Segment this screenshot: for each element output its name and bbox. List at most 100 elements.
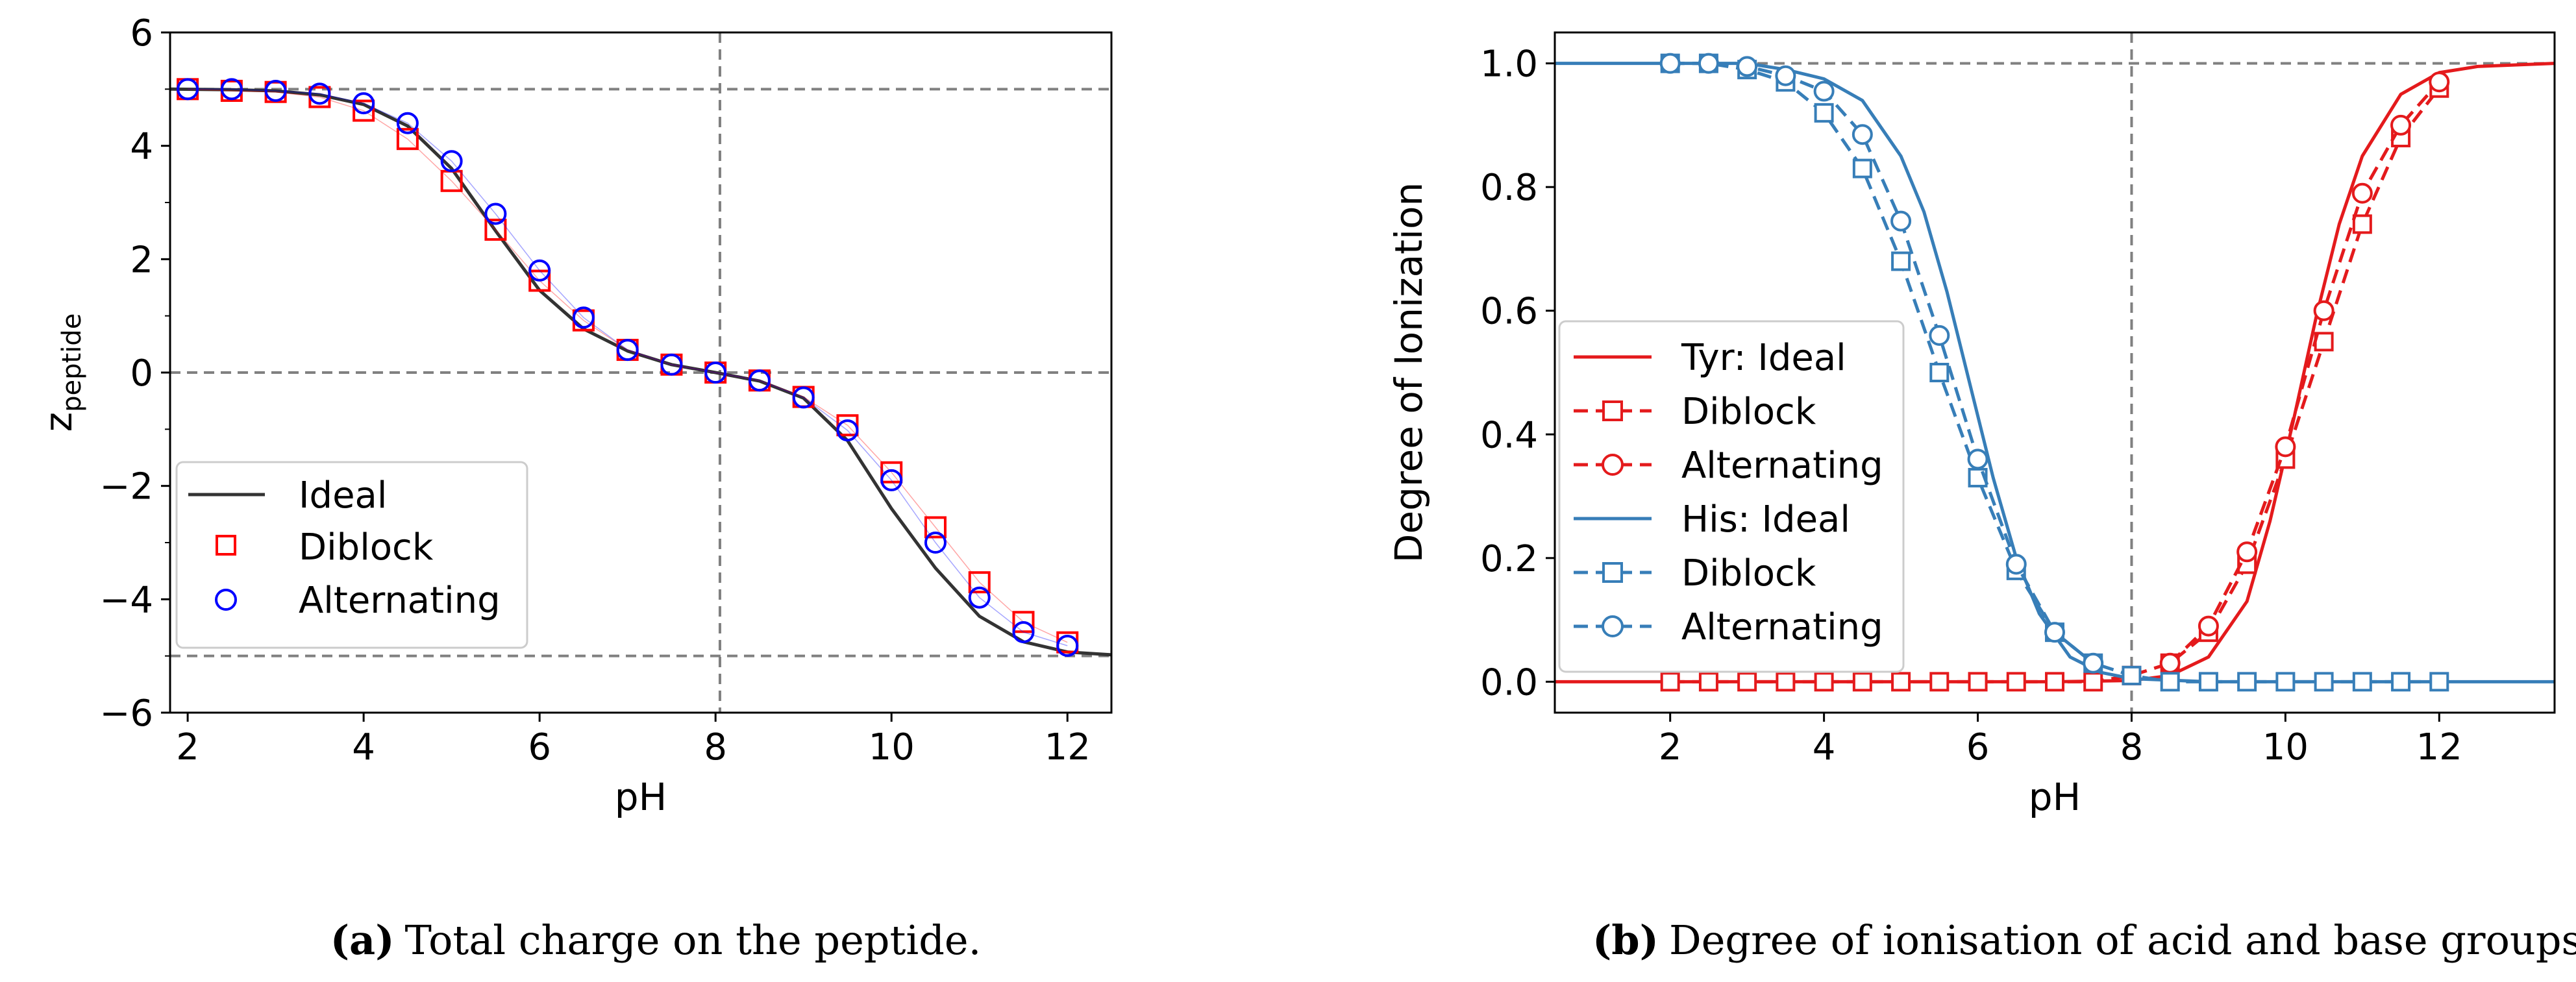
panel-a-series-alternating-2-line — [188, 88, 1068, 646]
panel-b-series-diblock-4-point — [2122, 665, 2142, 685]
panel-b-y-tick-label: 0.6 — [1480, 291, 1538, 333]
panel-a-series-alternating-2-point — [924, 532, 947, 554]
panel-a-series-alternating-2-point — [1056, 634, 1079, 657]
panel-a-y-tick-label: −6 — [99, 693, 153, 735]
legend-tyr-ideal-label: Tyr: Ideal — [1681, 337, 1846, 379]
panel-b-series-diblock-1-point — [1929, 672, 1950, 692]
panel-a-y-tick-label: −2 — [99, 466, 153, 508]
panel-b-y-tick-label: 0.2 — [1480, 538, 1538, 580]
panel-a-series-alternating-2-point — [528, 259, 551, 282]
panel-a-y-tick-label: 4 — [130, 126, 153, 168]
panel-a-series — [169, 78, 1112, 657]
panel-b-series-alternating-2-point — [2159, 652, 2181, 674]
panel-b-series-diblock-4-point — [2275, 672, 2296, 692]
legend-ideal-label: Ideal — [299, 474, 387, 517]
panel-a-legend: Ideal Diblock Alternating — [175, 461, 528, 649]
panel-a-series-diblock-1-point — [528, 269, 551, 292]
panel-a-x-tick-label: 10 — [869, 726, 915, 768]
panel-b-chart: 2 4 6 8 10 12 0.0 0.2 0.4 0.6 0.8 1.0 pH Degree of … — [1387, 31, 2556, 819]
panel-b-series-diblock-1-point — [2352, 214, 2372, 234]
panel-b-y-tick-label: 0.4 — [1480, 414, 1538, 456]
panel-b-series-diblock-1-point — [2006, 672, 2026, 692]
panel-b-series-diblock-1-point — [1814, 672, 1834, 692]
panel-a-series-alternating-2-point — [353, 92, 375, 115]
panel-a-legend-box — [175, 461, 528, 649]
panel-a-series-alternating-2-point — [308, 82, 331, 105]
panel-a-y-tick-label: 0 — [130, 352, 153, 395]
panel-a-x-tick-label: 6 — [528, 726, 551, 768]
panel-b-series-diblock-4-point — [2429, 672, 2449, 692]
panel-a-series-alternating-2-point — [660, 353, 683, 376]
legend-his-alternating-swatch-marker — [1602, 615, 1624, 637]
panel-a-series-alternating-2-point — [748, 369, 771, 392]
panel-b-series-alternating-2-point — [2198, 615, 2219, 637]
panel-a-x-tick-label: 2 — [176, 726, 199, 768]
legend-tyr-diblock-label: Diblock — [1681, 391, 1816, 433]
panel-a-x-tick-label: 8 — [704, 726, 727, 768]
panel-b-series-diblock-4-point — [2160, 672, 2180, 692]
caption-b: (b) Degree of ionisation of acid and base… — [1592, 916, 2576, 964]
panel-b-series-alternating-2-point — [2236, 541, 2258, 563]
panel-a-y-axis-label: zpeptide — [36, 313, 87, 432]
panel-b-series-alternating-5-point — [1813, 80, 1835, 102]
panel-b-series-alternating-5-point — [1929, 325, 1950, 346]
panel-b-x-tick-label: 8 — [2120, 726, 2144, 768]
caption-a-label: (a) — [330, 916, 395, 964]
panel-b-x-tick-label: 12 — [2416, 726, 2462, 768]
panel-b-series-alternating-2-line — [2168, 80, 2441, 665]
panel-a-series-alternating-2-point — [396, 112, 419, 134]
legend-his-diblock-label: Diblock — [1681, 552, 1816, 595]
panel-b-series-diblock-4-point — [2314, 672, 2334, 692]
panel-b-series-diblock-4-point — [1814, 103, 1834, 123]
panel-b-ticks: 2 4 6 8 10 12 0.0 0.2 0.4 0.6 0.8 1.0 — [1480, 43, 2462, 768]
panel-b-x-tick-label: 4 — [1813, 726, 1836, 768]
panel-b-series-alternating-2-point — [2351, 182, 2373, 204]
panel-b-y-tick-label: 0.0 — [1480, 661, 1538, 704]
legend-diblock-swatch — [216, 535, 236, 556]
legend-diblock-label: Diblock — [299, 526, 434, 569]
panel-a-series-alternating-2-point — [616, 339, 639, 362]
panel-b-series-diblock-1-point — [1698, 672, 1718, 692]
panel-b-series-alternating-5-point — [1737, 56, 1758, 77]
panel-b-series-alternating-5-point — [2005, 554, 2027, 575]
panel-a-chart: 2 4 6 8 10 12 −6 −4 −2 0 2 4 6 pH zpeptide Ideal Dib… — [36, 12, 1113, 819]
legend-tyr-alternating-label: Alternating — [1681, 445, 1883, 487]
panel-b-legend: Tyr: Ideal Diblock Alternating His: Idea… — [1558, 320, 1905, 673]
panel-a-series-diblock-1-point — [880, 461, 903, 484]
panel-b-series-alternating-5-point — [1852, 124, 1873, 145]
caption-b-text: Degree of ionisation of acid and base gr… — [1669, 916, 2576, 964]
panel-a-series-alternating-2-point — [1012, 620, 1035, 643]
panel-a-y-label-main: z — [36, 412, 80, 432]
panel-a-x-tick-label: 12 — [1045, 726, 1091, 768]
panel-a-x-tick-label: 4 — [352, 726, 375, 768]
panel-a-series-alternating-2-point — [484, 203, 507, 225]
panel-b-series-alternating-5-point — [1659, 53, 1681, 74]
panel-b-y-axis-label: Degree of Ionization — [1387, 182, 1431, 563]
panel-a-series-alternating-2-point — [177, 78, 199, 101]
panel-b-series-diblock-1-point — [1968, 672, 1988, 692]
panel-a-series-alternating-2-point — [572, 306, 595, 329]
panel-a-series-alternating-2-point — [792, 386, 815, 409]
caption-a: (a) Total charge on the peptide. — [330, 916, 982, 964]
panel-b-series-diblock-4-point — [1929, 363, 1950, 382]
panel-b-series-diblock-1-point — [1891, 672, 1911, 692]
panel-b-x-tick-label: 10 — [2262, 726, 2309, 768]
panel-b-series-alternating-5-point — [1967, 448, 1988, 470]
legend-alternating-label: Alternating — [299, 580, 501, 622]
panel-b-x-tick-label: 2 — [1659, 726, 1682, 768]
legend-tyr-diblock-swatch-marker — [1602, 400, 1623, 421]
panel-a-series-alternating-2-point — [440, 150, 463, 173]
panel-b-series-diblock-1-point — [2045, 672, 2064, 692]
panel-a-series-diblock-1-point — [484, 218, 507, 241]
panel-b-series-diblock-1-point — [1737, 672, 1757, 692]
panel-a-y-tick-label: −4 — [99, 579, 153, 621]
panel-b-series-diblock-4-point — [1891, 251, 1911, 271]
panel-a-y-tick-label: 6 — [130, 12, 153, 55]
panel-a-series-diblock-1-point — [924, 516, 947, 539]
panel-b-series-alternating-2-point — [2313, 300, 2334, 321]
panel-b-series-diblock-4-point — [2198, 672, 2218, 692]
panel-a-series-alternating-2-point — [704, 362, 727, 384]
panel-a-ticks: 2 4 6 8 10 12 −6 −4 −2 0 2 4 6 — [99, 12, 1090, 768]
panel-b-y-tick-label: 0.8 — [1480, 167, 1538, 209]
